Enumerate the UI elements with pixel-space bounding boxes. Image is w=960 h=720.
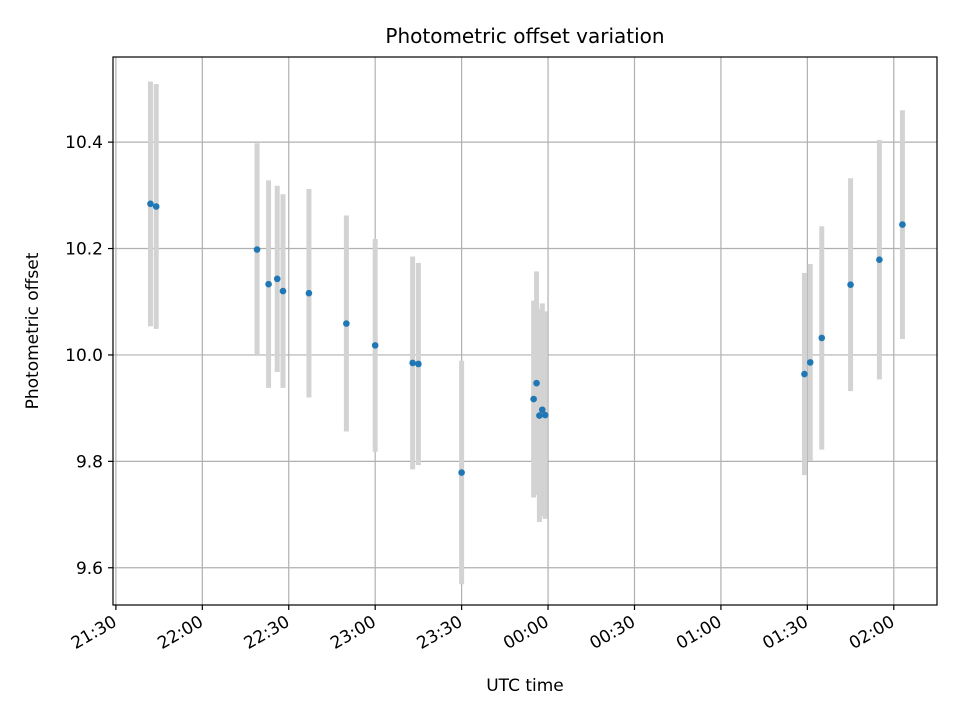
y-axis-label: Photometric offset [23, 252, 43, 409]
data-point [876, 256, 883, 264]
data-point [899, 221, 906, 228]
grid-lines [113, 57, 937, 605]
x-axis-label: UTC time [486, 676, 564, 696]
y-tick-label: 9.6 [76, 559, 103, 579]
data-point [273, 275, 281, 283]
data-point [409, 359, 416, 367]
data-point [801, 370, 808, 378]
data-point [279, 287, 287, 295]
data-point [265, 280, 272, 288]
y-tick-label: 10.2 [65, 240, 103, 260]
data-points [147, 200, 906, 476]
plot-area-frame [112, 56, 938, 606]
data-point [533, 379, 540, 387]
chart-title: Photometric offset variation [385, 24, 664, 48]
data-point [530, 395, 537, 403]
data-point [371, 342, 379, 349]
data-point [305, 289, 313, 297]
data-point [847, 281, 854, 289]
data-point [538, 406, 546, 414]
data-point [458, 469, 465, 476]
y-tick-label: 10.4 [65, 133, 103, 153]
data-point [415, 360, 422, 368]
data-point [152, 203, 160, 210]
y-tick-label: 10.0 [65, 346, 103, 366]
y-tick-label: 9.8 [76, 452, 103, 472]
data-point [541, 411, 549, 419]
data-point [147, 200, 154, 208]
data-point [806, 359, 814, 366]
data-point [536, 412, 543, 419]
data-point [818, 334, 826, 342]
y-axis-ticks: 9.6 9.8 10.0 10.2 10.4 [65, 133, 113, 579]
data-point [253, 246, 261, 253]
data-point [343, 320, 350, 327]
